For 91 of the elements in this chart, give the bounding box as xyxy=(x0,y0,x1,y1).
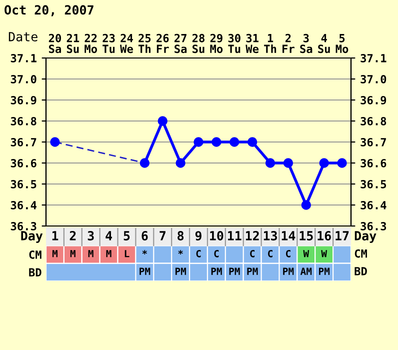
text: W xyxy=(321,250,328,258)
point xyxy=(140,158,150,168)
text: Day xyxy=(354,231,376,243)
x-tick-label: 29 Mo xyxy=(210,34,223,54)
x-tick-label: 17 xyxy=(336,231,349,240)
x-tick-label: 21 Su xyxy=(66,34,80,54)
x-tick-label: 1 xyxy=(52,231,58,240)
x-tick-label: 15 xyxy=(300,231,313,240)
text: * xyxy=(178,250,183,254)
text: PM xyxy=(229,268,240,275)
x-tick-label: 10 xyxy=(210,231,224,240)
chart-title: Oct 20, 2007 xyxy=(4,5,94,16)
text: PM xyxy=(319,268,330,275)
text: M xyxy=(88,250,94,258)
y-tick-label: 36.7 xyxy=(10,138,36,146)
x-tick-label: 4 xyxy=(106,231,112,240)
text: L xyxy=(124,250,130,258)
y-tick-label: 37.0 xyxy=(10,74,36,84)
point xyxy=(337,158,347,168)
text: PM xyxy=(247,268,258,275)
text: C xyxy=(250,250,255,258)
text: AM xyxy=(300,268,312,275)
point xyxy=(283,158,294,168)
x-tick-label: 5 Mo xyxy=(336,34,348,54)
x-axis-title: Date xyxy=(8,32,38,42)
x-tick-label: 1 Th xyxy=(264,34,276,53)
x-tick-label: 25 Th xyxy=(138,34,151,53)
point xyxy=(319,158,329,168)
text: * xyxy=(142,250,148,254)
y2-tick-label: 36.6 xyxy=(360,158,386,168)
x-tick-label: 23 Tu xyxy=(102,34,115,54)
text: C xyxy=(268,250,272,258)
text: C xyxy=(286,250,290,258)
x-tick-label: 6 xyxy=(142,231,148,240)
x-tick-label: 8 xyxy=(178,231,184,240)
text: PM xyxy=(175,268,186,275)
x-tick-label: 31 We xyxy=(246,34,259,54)
x-tick-label: 16 xyxy=(318,231,331,240)
point xyxy=(212,137,222,147)
text: PM xyxy=(140,268,150,275)
x-tick-label: 2 xyxy=(70,231,76,240)
x-tick-label: 27 Sa xyxy=(174,34,187,54)
x-tick-label: 7 xyxy=(160,231,166,240)
y2-tick-label: 36.9 xyxy=(360,96,386,104)
x-tick-label: 14 xyxy=(282,231,296,240)
point xyxy=(50,137,60,147)
y-tick-label: 36.9 xyxy=(10,96,36,104)
y2-tick-label: 36.4 xyxy=(360,200,386,210)
y2-tick-label: 36.3 xyxy=(360,222,386,230)
x-tick-label: 20 Sa xyxy=(48,34,61,54)
x-tick-label: 3 Sa xyxy=(300,34,312,54)
y2-tick-label: 36.7 xyxy=(360,138,386,146)
y-tick-label: 36.5 xyxy=(10,180,36,188)
x-tick-label: 4 Su xyxy=(318,34,330,54)
text: M xyxy=(70,250,76,258)
y-tick-label: 36.3 xyxy=(10,222,36,230)
y2-tick-label: 36.8 xyxy=(360,116,386,126)
point xyxy=(194,137,204,147)
y-tick-label: 36.6 xyxy=(10,158,36,168)
text: C xyxy=(196,250,201,258)
x-tick-label: 26 Fr xyxy=(156,34,169,53)
text: W xyxy=(303,250,310,258)
x-tick-label: 22 Mo xyxy=(84,34,98,54)
text: C xyxy=(214,250,219,258)
x-tick-label: 2 Fr xyxy=(282,34,294,53)
text: PM xyxy=(211,268,222,275)
point xyxy=(247,137,258,147)
x-tick-label: 11 xyxy=(228,231,242,240)
y2-tick-label: 37.0 xyxy=(360,74,386,84)
y-tick-label: 37.1 xyxy=(10,54,36,62)
x-tick-label: 3 xyxy=(88,231,94,240)
point xyxy=(158,116,168,126)
x-tick-label: 9 xyxy=(195,231,202,241)
point xyxy=(176,158,186,168)
y2-tick-label: 36.5 xyxy=(360,180,386,188)
x-tick-label: 13 xyxy=(264,231,277,240)
x-tick-label: 5 xyxy=(124,231,130,240)
text: M xyxy=(52,250,58,258)
point xyxy=(301,200,312,210)
y-tick-label: 36.4 xyxy=(10,200,36,210)
y-tick-label: 36.8 xyxy=(10,116,36,126)
y2-tick-label: 37.1 xyxy=(360,54,386,62)
x-tick-label: 24 We xyxy=(120,34,133,54)
point xyxy=(265,158,276,168)
x-tick-label: 12 xyxy=(246,231,259,240)
text: PM xyxy=(283,268,294,275)
point xyxy=(230,137,240,147)
x-axis-title: Day xyxy=(21,231,43,243)
x-tick-label: 28 Su xyxy=(192,34,204,54)
text: M xyxy=(106,250,112,258)
x-tick-label: 30 Tu xyxy=(228,34,240,54)
